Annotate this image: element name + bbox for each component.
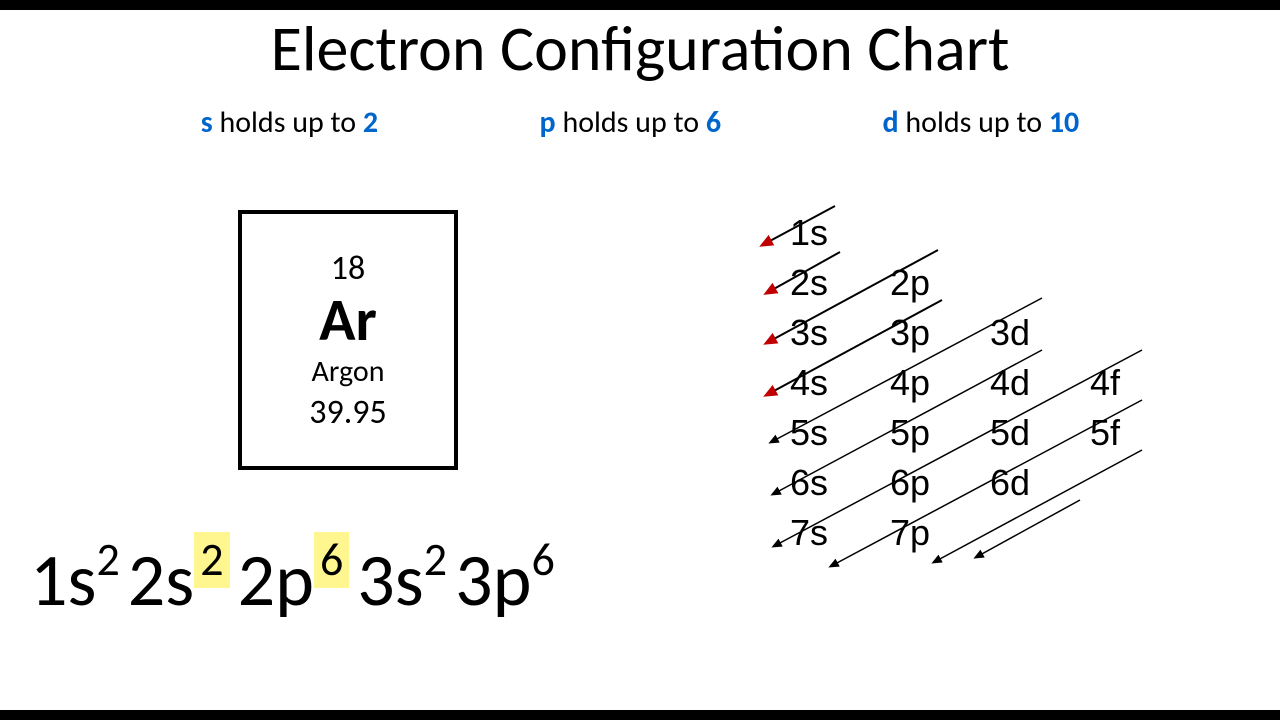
aufbau-diagram: 1s2s2p3s3p3d4s4p4d4f5s5p5d5f6s6p6d7s7p bbox=[680, 200, 1240, 640]
aufbau-cell: 7p bbox=[890, 512, 990, 554]
atomic-number: 18 bbox=[331, 248, 365, 289]
orbital-rules: s holds up to 2 p holds up to 6 d holds … bbox=[0, 104, 1280, 141]
rule-p-orbital: p bbox=[540, 104, 556, 141]
aufbau-cell: 4f bbox=[1090, 362, 1190, 404]
rule-d-orbital: d bbox=[883, 104, 899, 141]
aufbau-cell: 4p bbox=[890, 362, 990, 404]
config-sup: 2 bbox=[96, 532, 119, 588]
rule-p-capacity: 6 bbox=[706, 104, 721, 141]
config-base: 2p bbox=[238, 535, 314, 625]
config-sup: 2 bbox=[424, 532, 447, 588]
aufbau-cell: 4d bbox=[990, 362, 1090, 404]
aufbau-cell: 7s bbox=[790, 512, 890, 554]
config-base: 3p bbox=[455, 535, 531, 625]
config-base: 3s bbox=[357, 535, 423, 625]
config-term: 2s2 bbox=[128, 535, 230, 625]
aufbau-row: 3s3p3d bbox=[790, 312, 1090, 354]
rule-d: d holds up to 10 bbox=[883, 104, 1080, 141]
config-term: 3s2 bbox=[357, 535, 447, 625]
aufbau-arrow bbox=[980, 500, 1080, 555]
aufbau-cell: 5s bbox=[790, 412, 890, 454]
atomic-mass: 39.95 bbox=[309, 392, 387, 433]
letterbox-bottom bbox=[0, 710, 1280, 720]
aufbau-row: 5s5p5d5f bbox=[790, 412, 1190, 454]
aufbau-cell: 6s bbox=[790, 462, 890, 504]
periodic-element-card: 18 Ar Argon 39.95 bbox=[238, 210, 458, 470]
config-base: 2s bbox=[128, 535, 194, 625]
element-symbol: Ar bbox=[319, 291, 377, 351]
aufbau-row: 7s7p bbox=[790, 512, 990, 554]
config-term: 3p6 bbox=[455, 535, 555, 625]
config-term: 2p6 bbox=[238, 535, 350, 625]
rule-s-capacity: 2 bbox=[363, 104, 378, 141]
rule-s-orbital: s bbox=[201, 104, 213, 141]
electron-configuration: 1s22s22p63s23p6 bbox=[30, 535, 563, 625]
config-term: 1s2 bbox=[30, 535, 120, 625]
aufbau-cell: 4s bbox=[790, 362, 890, 404]
aufbau-cell: 5d bbox=[990, 412, 1090, 454]
aufbau-cell: 1s bbox=[790, 212, 890, 254]
aufbau-cell: 3p bbox=[890, 312, 990, 354]
element-name: Argon bbox=[312, 353, 385, 390]
rule-s: s holds up to 2 bbox=[201, 104, 378, 141]
rule-s-text: holds up to bbox=[213, 104, 363, 141]
aufbau-cell: 3d bbox=[990, 312, 1090, 354]
page: Electron Configuration Chart s holds up … bbox=[0, 0, 1280, 720]
aufbau-cell: 6p bbox=[890, 462, 990, 504]
aufbau-cell: 6d bbox=[990, 462, 1090, 504]
rule-p: p holds up to 6 bbox=[540, 104, 722, 141]
config-sup: 6 bbox=[314, 532, 349, 588]
aufbau-cell: 2s bbox=[790, 262, 890, 304]
rule-d-text: holds up to bbox=[899, 104, 1049, 141]
aufbau-cell: 5f bbox=[1090, 412, 1190, 454]
aufbau-row: 2s2p bbox=[790, 262, 990, 304]
rule-d-capacity: 10 bbox=[1049, 104, 1079, 141]
aufbau-row: 1s bbox=[790, 212, 890, 254]
config-sup: 2 bbox=[194, 532, 229, 588]
rule-p-text: holds up to bbox=[556, 104, 706, 141]
aufbau-cell: 3s bbox=[790, 312, 890, 354]
aufbau-cell: 2p bbox=[890, 262, 990, 304]
config-base: 1s bbox=[30, 535, 96, 625]
letterbox-top bbox=[0, 0, 1280, 10]
aufbau-cell: 5p bbox=[890, 412, 990, 454]
aufbau-row: 4s4p4d4f bbox=[790, 362, 1190, 404]
config-sup: 6 bbox=[531, 532, 554, 588]
page-title: Electron Configuration Chart bbox=[0, 10, 1280, 88]
aufbau-row: 6s6p6d bbox=[790, 462, 1090, 504]
